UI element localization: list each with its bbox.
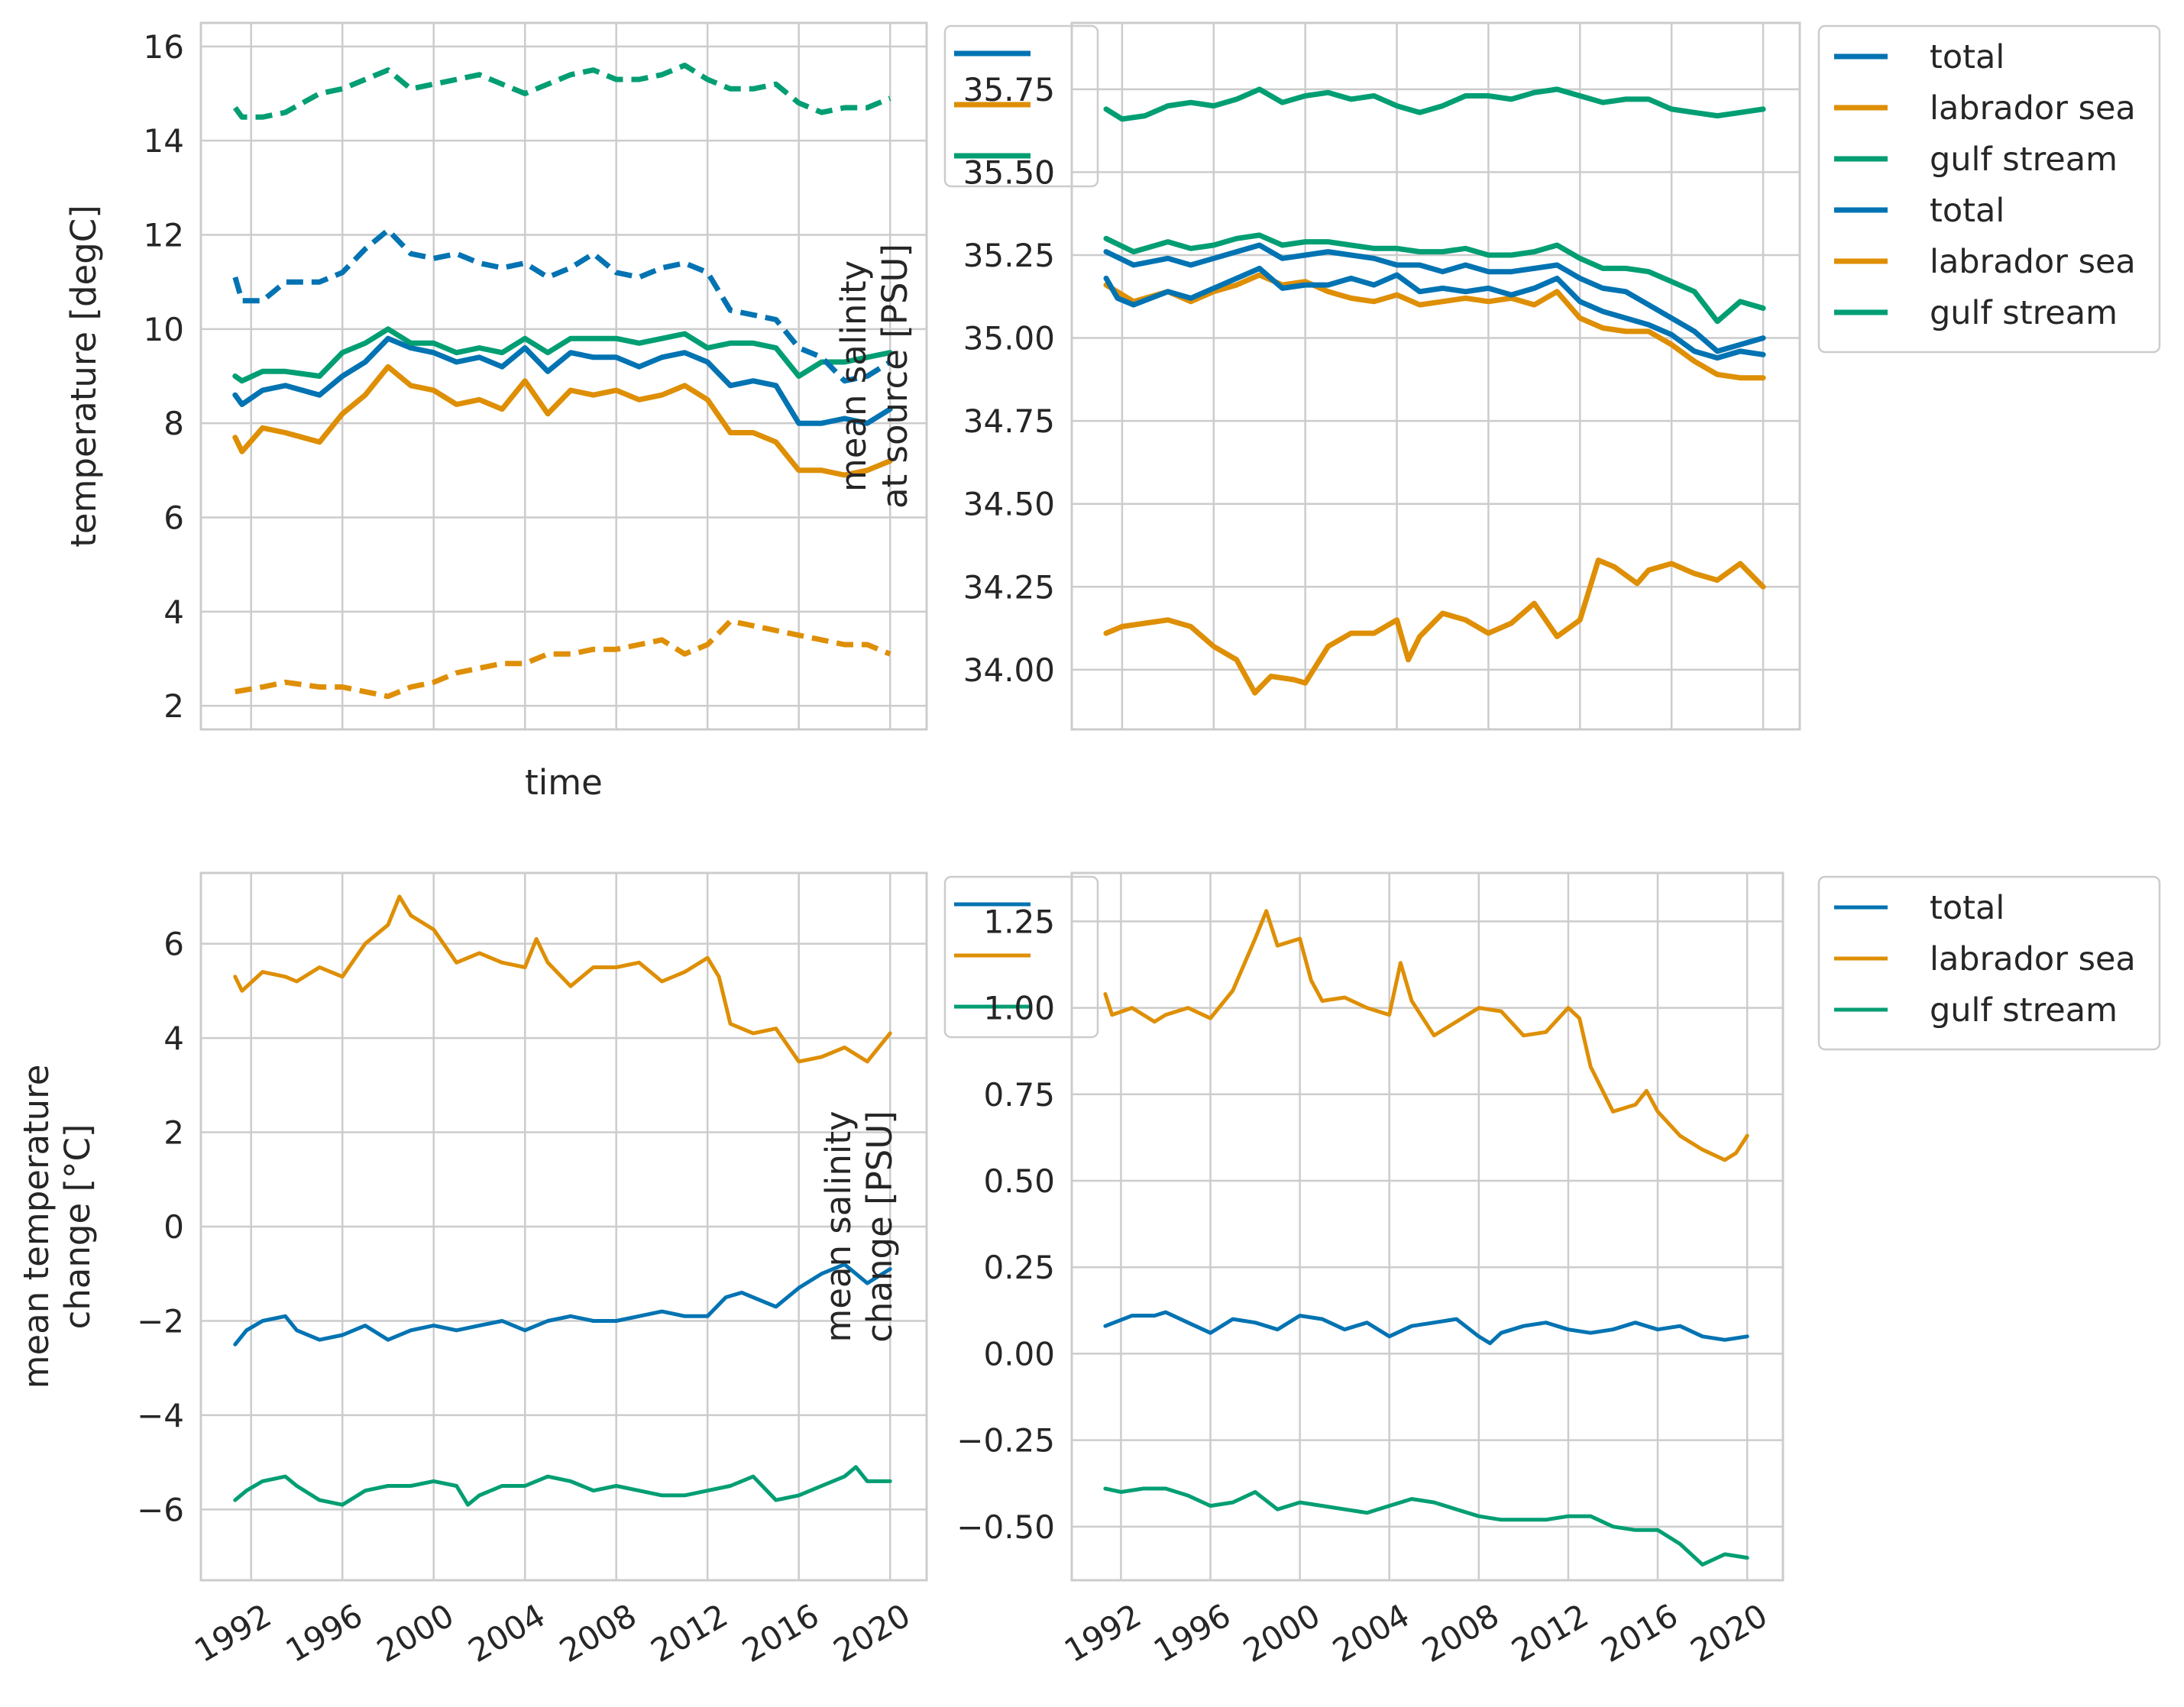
y-tick-label: 2 [163, 687, 184, 725]
y-tick-label: 8 [163, 405, 184, 442]
y-axis-label-line: mean salinity [818, 1111, 859, 1342]
legend-label: labrador sea [1930, 243, 2136, 281]
panel-top-left: 2 4 6 8 10 12 14 16 time temperature [degC] [63, 21, 1099, 803]
series-line-total [1103, 242, 1766, 354]
axes-frame [1070, 21, 1801, 731]
legend-label: gulf stream [1930, 991, 2118, 1030]
y-tick-label: −0.50 [956, 1508, 1055, 1546]
series-line-gulf-stream [233, 1465, 892, 1507]
y-tick-label-overlap: 35.50 [963, 154, 1055, 191]
series-line-labrador-sea [1103, 272, 1766, 381]
y-tick-label: 12 [144, 217, 184, 254]
legend-label: total [1930, 38, 2004, 76]
y-tick-label: 34.25 [963, 568, 1055, 606]
legend [943, 24, 1099, 188]
legend-label: gulf stream [1930, 294, 2118, 332]
y-axis-label-line: change [°C] [57, 1124, 98, 1330]
axes-frame [199, 21, 928, 731]
axes-frame [199, 871, 928, 1582]
y-axis-label: mean salinitychange [PSU] [818, 1111, 900, 1343]
y-tick-label: 14 [144, 122, 184, 160]
y-tick-label: 35.25 [963, 237, 1055, 274]
series-line-labrador-sea [1103, 909, 1749, 1162]
y-tick-label: 35.50 [963, 154, 1055, 191]
legend-label: labrador sea [1930, 89, 2136, 128]
legend-label: labrador sea [1930, 940, 2136, 978]
y-tick-label: 6 [163, 499, 184, 537]
series-line-total [1103, 1310, 1749, 1346]
y-tick-label: 0.00 [983, 1335, 1055, 1372]
y-tick-label: 4 [163, 1020, 184, 1057]
y-tick-label: 6 [163, 926, 184, 963]
y-tick-label: 35.75 [963, 71, 1055, 108]
y-tick-label: 16 [144, 28, 184, 66]
y-tick-label-overlap: 1.25 [983, 903, 1055, 940]
panel-top-right: 34.00 34.25 34.50 34.75 35.00 35.25 35.50 35.75… [833, 21, 2161, 731]
y-tick-label: 34.75 [963, 403, 1055, 440]
y-tick-label: 35.00 [963, 320, 1055, 357]
y-tick-label: 4 [163, 593, 184, 631]
series-line-labrador-sea [1103, 558, 1766, 696]
legend-label: total [1930, 192, 2004, 230]
series-line-total [233, 1262, 892, 1347]
y-tick-label: 34.50 [963, 486, 1055, 523]
legend-frame [1817, 875, 2161, 1051]
y-tick-label: 10 [144, 311, 184, 348]
y-axis-label: temperature [degC] [63, 205, 104, 548]
y-tick-label: 1.25 [983, 903, 1055, 940]
series-line-labrador-sea [233, 894, 892, 1064]
series-line-labrador-sea [232, 364, 893, 478]
y-axis-label-line: temperature [degC] [63, 205, 104, 548]
y-tick-label: 2 [163, 1114, 184, 1152]
series-line-gulf-stream [232, 326, 893, 384]
y-tick-label: 0.25 [983, 1249, 1055, 1286]
y-axis-label: mean temperaturechange [°C] [16, 1065, 98, 1389]
y-axis-label-line: change [PSU] [859, 1111, 900, 1343]
legend: total labrador sea gulf stream total labrado… [1817, 24, 2161, 354]
y-tick-label-overlap: 1.00 [983, 990, 1055, 1027]
legend [943, 875, 1099, 1039]
y-axis-label-line: mean temperature [16, 1065, 57, 1389]
y-tick-label: −2 [137, 1302, 184, 1340]
series-line-gulf-stream [232, 63, 891, 120]
y-axis-label: mean salinityat source [PSU] [833, 244, 915, 509]
series-line-gulf-stream [1103, 1486, 1749, 1567]
legend-label: gulf stream [1930, 141, 2118, 179]
series-line-total [232, 227, 892, 384]
series-line-total [232, 335, 893, 426]
series-line-gulf-stream [1103, 232, 1766, 325]
legend-frame [1817, 24, 2161, 354]
y-tick-label: 34.00 [963, 651, 1055, 689]
y-tick-label: 0 [163, 1208, 184, 1246]
y-tick-label: −4 [137, 1397, 184, 1434]
y-axis-label-line: at source [PSU] [875, 244, 915, 509]
series-line-gulf-stream [1103, 86, 1766, 122]
y-tick-label: −6 [137, 1491, 184, 1528]
x-axis-label: time [525, 762, 603, 803]
y-tick-label: 0.50 [983, 1162, 1055, 1200]
y-axis-label-line: mean salinity [833, 260, 874, 492]
y-tick-label-overlap: 35.75 [963, 71, 1055, 108]
axes-frame [1070, 871, 1784, 1582]
series-line-total [1103, 265, 1766, 361]
legend: total labrador sea gulf stream [1817, 875, 2161, 1051]
legend-label: total [1930, 889, 2004, 927]
y-tick-label: 1.00 [983, 990, 1055, 1027]
y-tick-label: 0.75 [983, 1076, 1055, 1114]
y-tick-label: −0.25 [956, 1422, 1055, 1460]
